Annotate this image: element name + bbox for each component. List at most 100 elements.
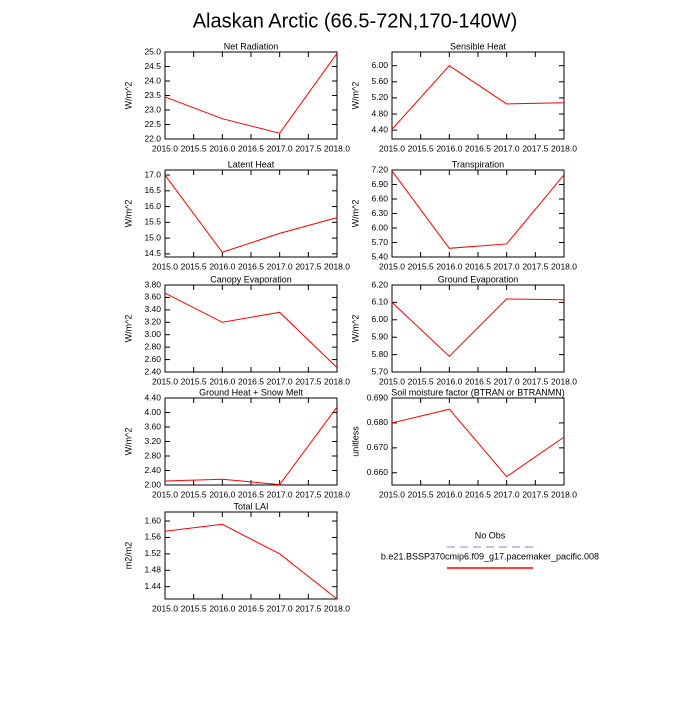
- y-tick-label: 3.60: [144, 292, 161, 302]
- x-tick-label: 2017.5: [295, 376, 321, 386]
- x-tick-label: 2016.0: [209, 489, 235, 499]
- y-tick-label: 6.60: [371, 193, 388, 203]
- y-tick-label: 24.5: [144, 61, 161, 71]
- x-tick-label: 2016.5: [238, 376, 264, 386]
- x-tick-label: 2015.5: [408, 376, 434, 386]
- x-tick-label: 2017.5: [522, 143, 548, 153]
- x-tick-label: 2017.5: [522, 489, 548, 499]
- panel-title: Ground Heat + Snow Melt: [199, 387, 303, 397]
- y-tick-label: 7.20: [371, 164, 388, 174]
- x-tick-label: 2016.5: [238, 603, 264, 613]
- y-tick-label: 3.20: [144, 317, 161, 327]
- panel-title: Net Radiation: [224, 41, 279, 51]
- x-tick-label: 2016.5: [238, 261, 264, 271]
- y-tick-label: 2.40: [144, 465, 161, 475]
- y-tick-label: 2.80: [144, 450, 161, 460]
- y-tick-label: 1.52: [144, 548, 161, 558]
- x-tick-label: 2016.5: [238, 489, 264, 499]
- data-line: [164, 53, 338, 134]
- x-tick-label: 2015.5: [181, 603, 207, 613]
- y-tick-label: 14.5: [144, 248, 161, 258]
- y-tick-label: 1.60: [144, 515, 161, 525]
- legend-label: No Obs: [475, 530, 506, 540]
- x-tick-label: 2015.5: [408, 261, 434, 271]
- y-tick-label: 24.0: [144, 75, 161, 85]
- data-line: [391, 65, 565, 130]
- panel-title: Sensible Heat: [450, 41, 507, 51]
- panel-title: Latent Heat: [228, 159, 275, 169]
- x-tick-label: 2018.0: [551, 489, 577, 499]
- x-tick-label: 2015.5: [408, 143, 434, 153]
- x-tick-label: 2018.0: [324, 603, 350, 613]
- y-tick-label: 3.40: [144, 304, 161, 314]
- y-tick-label: 15.0: [144, 232, 161, 242]
- x-tick-label: 2018.0: [324, 376, 350, 386]
- y-tick-label: 5.70: [371, 237, 388, 247]
- y-tick-label: 0.660: [367, 467, 389, 477]
- legend-label: b.e21.BSSP370cmip6.f09_g17.pacemaker_pac…: [381, 551, 599, 561]
- x-tick-label: 2018.0: [551, 376, 577, 386]
- y-tick-label: 16.0: [144, 201, 161, 211]
- x-tick-label: 2016.0: [436, 489, 462, 499]
- y-tick-label: 5.70: [371, 366, 388, 376]
- y-tick-label: 3.80: [144, 279, 161, 289]
- y-tick-label: 15.5: [144, 217, 161, 227]
- x-tick-label: 2017.5: [295, 261, 321, 271]
- y-tick-label: 5.90: [371, 331, 388, 341]
- x-tick-label: 2017.0: [267, 143, 293, 153]
- y-tick-label: 22.0: [144, 133, 161, 143]
- y-tick-label: 4.00: [144, 407, 161, 417]
- x-tick-label: 2016.0: [209, 261, 235, 271]
- x-tick-label: 2016.0: [209, 603, 235, 613]
- x-tick-label: 2016.0: [436, 376, 462, 386]
- y-tick-label: 4.40: [144, 392, 161, 402]
- x-tick-label: 2016.5: [465, 376, 491, 386]
- y-tick-label: 6.30: [371, 208, 388, 218]
- y-tick-label: 17.0: [144, 169, 161, 179]
- x-tick-label: 2015.0: [379, 376, 405, 386]
- x-tick-label: 2017.5: [295, 489, 321, 499]
- x-tick-label: 2015.0: [152, 261, 178, 271]
- y-tick-label: 5.20: [371, 92, 388, 102]
- y-tick-label: 22.5: [144, 119, 161, 129]
- data-line: [164, 174, 338, 253]
- y-tick-label: 25.0: [144, 46, 161, 56]
- y-tick-label: 6.00: [371, 60, 388, 70]
- y-axis-label: W/m^2: [350, 200, 360, 228]
- x-tick-label: 2016.0: [209, 143, 235, 153]
- y-axis-label: W/m^2: [123, 428, 133, 456]
- x-tick-label: 2018.0: [551, 143, 577, 153]
- x-tick-label: 2015.0: [152, 489, 178, 499]
- y-tick-label: 23.0: [144, 104, 161, 114]
- y-tick-label: 2.80: [144, 341, 161, 351]
- data-line: [164, 406, 338, 486]
- x-tick-label: 2016.0: [436, 261, 462, 271]
- x-tick-label: 2015.5: [181, 143, 207, 153]
- y-tick-label: 0.680: [367, 417, 389, 427]
- y-axis-label: W/m^2: [123, 315, 133, 343]
- data-line: [391, 298, 565, 358]
- x-tick-label: 2017.5: [295, 603, 321, 613]
- y-tick-label: 6.10: [371, 297, 388, 307]
- x-tick-label: 2017.5: [522, 261, 548, 271]
- x-tick-label: 2016.5: [465, 143, 491, 153]
- y-axis-label: unitless: [350, 426, 360, 457]
- x-tick-label: 2015.5: [181, 376, 207, 386]
- x-tick-label: 2017.0: [267, 261, 293, 271]
- figure-title: Alaskan Arctic (66.5-72N,170-140W): [193, 10, 518, 32]
- data-line: [391, 408, 565, 478]
- x-tick-label: 2018.0: [324, 261, 350, 271]
- panel-title: Canopy Evaporation: [210, 274, 292, 284]
- x-tick-label: 2016.5: [465, 261, 491, 271]
- y-tick-label: 2.60: [144, 354, 161, 364]
- data-line: [164, 292, 338, 369]
- panel-title: Total LAI: [233, 501, 268, 511]
- x-tick-label: 2015.0: [152, 376, 178, 386]
- y-tick-label: 6.20: [371, 279, 388, 289]
- panel-title: Soil moisture factor (BTRAN or BTRANMN): [391, 387, 565, 397]
- y-axis-label: W/m^2: [123, 200, 133, 228]
- y-tick-label: 23.5: [144, 90, 161, 100]
- x-tick-label: 2018.0: [324, 143, 350, 153]
